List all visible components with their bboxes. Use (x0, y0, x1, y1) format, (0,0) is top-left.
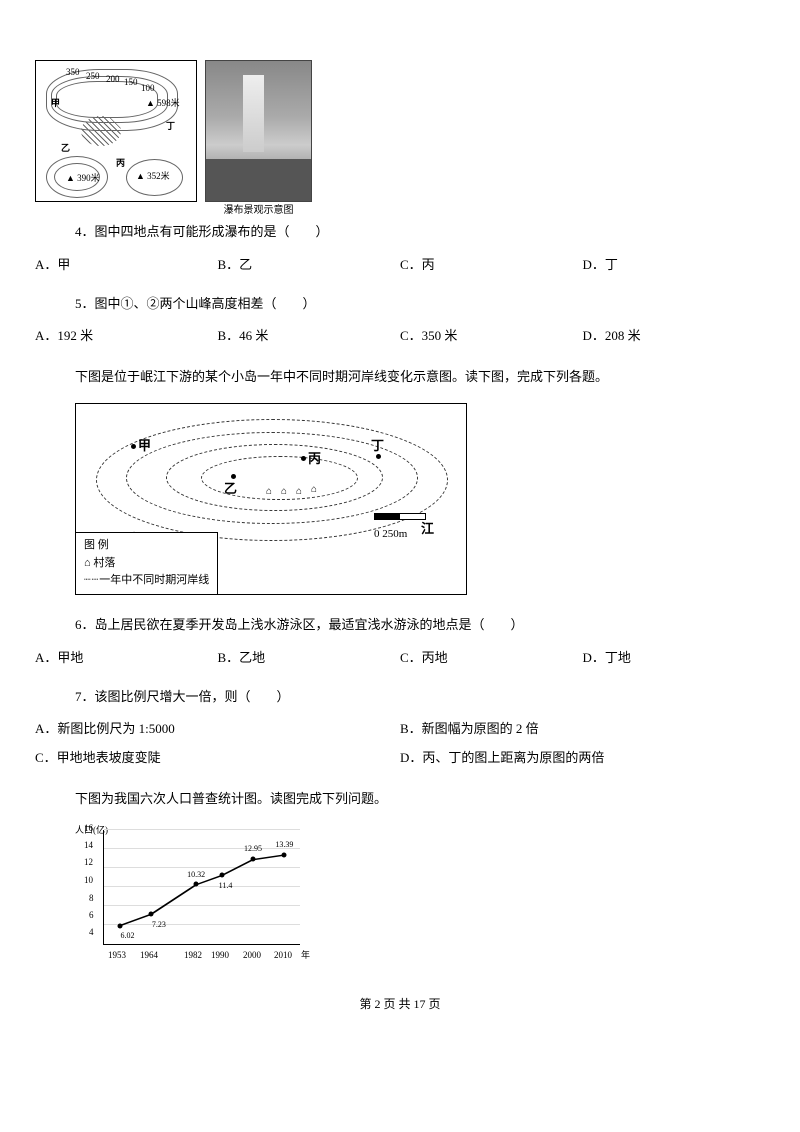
y-tick: 16 (84, 821, 93, 835)
y-tick: 6 (89, 908, 94, 922)
peak-label: ▲ 390米 (66, 171, 100, 185)
q4-option-b: B．乙 (218, 255, 401, 276)
legend-village: ⌂ 村落 (84, 555, 209, 573)
question-6: 6．岛上居民欲在夏季开发岛上浅水游泳区，最适宜浅水游泳的地点是（ ） (75, 615, 765, 636)
q7-options: A．新图比例尺为 1:5000 B．新图幅为原图的 2 倍 C．甲地地表坡度变陡… (35, 719, 765, 769)
point-jia: 甲 (51, 96, 60, 110)
point-yi: 乙 (61, 141, 70, 155)
population-chart: 人口(亿) 6.02 7.23 10.32 11.4 12.95 13.39 4… (75, 825, 305, 965)
data-label: 13.39 (275, 839, 293, 852)
data-point (250, 857, 255, 862)
q5-option-c: C．350 米 (400, 326, 583, 347)
data-label: 6.02 (121, 930, 135, 943)
q5-options: A．192 米 B．46 米 C．350 米 D．208 米 (35, 326, 765, 347)
x-tick: 1990 (211, 948, 229, 962)
y-tick: 12 (84, 855, 93, 869)
island-label-yi: 乙 (224, 479, 237, 500)
scale-bar: 0 250m (374, 509, 426, 544)
data-point (282, 852, 287, 857)
legend-title: 图 例 (84, 537, 209, 555)
data-point (219, 873, 224, 878)
x-tick: 1953 (108, 948, 126, 962)
point-bing: 丙 (116, 156, 125, 170)
island-map: 甲 乙 丙 丁 ⌂ ⌂ ⌂ ⌂ 岷 江 0 250m 图 例 ⌂ 村落 ┈┈一年… (75, 403, 467, 595)
question-4: 4．图中四地点有可能形成瀑布的是（ ） (75, 222, 765, 243)
data-label: 7.23 (152, 919, 166, 932)
data-label: 12.95 (244, 843, 262, 856)
waterfall-caption: 瀑布景观示意图 (206, 203, 311, 219)
elev-label: 150 (124, 75, 138, 89)
legend-shoreline: 一年中不同时期河岸线 (99, 574, 209, 586)
passage-3: 下图为我国六次人口普查统计图。读图完成下列问题。 (75, 789, 765, 810)
passage-2: 下图是位于岷江下游的某个小岛一年中不同时期河岸线变化示意图。读下图，完成下列各题… (75, 367, 765, 388)
q4-option-d: D．丁 (583, 255, 766, 276)
q4-option-c: C．丙 (400, 255, 583, 276)
q7-option-a: A．新图比例尺为 1:5000 (35, 719, 400, 740)
island-label-ding: 丁 (371, 436, 384, 457)
x-tick: 1964 (140, 948, 158, 962)
island-label-bing: 丙 (308, 449, 321, 470)
x-tick: 2000 (243, 948, 261, 962)
q4-options: A．甲 B．乙 C．丙 D．丁 (35, 255, 765, 276)
page-footer: 第 2 页 共 17 页 (35, 995, 765, 1014)
q6-option-c: C．丙地 (400, 648, 583, 669)
q7-option-b: B．新图幅为原图的 2 倍 (400, 719, 765, 740)
data-point (149, 912, 154, 917)
q6-option-d: D．丁地 (583, 648, 766, 669)
y-tick: 8 (89, 891, 94, 905)
q6-options: A．甲地 B．乙地 C．丙地 D．丁地 (35, 648, 765, 669)
question-5: 5．图中①、②两个山峰高度相差（ ） (75, 294, 765, 315)
house-icon: ⌂ (266, 484, 272, 500)
q6-option-a: A．甲地 (35, 648, 218, 669)
legend-box: 图 例 ⌂ 村落 ┈┈一年中不同时期河岸线 (76, 532, 218, 594)
house-icon: ⌂ (311, 482, 317, 498)
x-tick: 1982 (184, 948, 202, 962)
house-icon: ⌂ (296, 484, 302, 500)
point-ding: 丁 (166, 119, 175, 133)
q4-option-a: A．甲 (35, 255, 218, 276)
elev-label: 100 (141, 81, 155, 95)
y-tick: 14 (84, 838, 93, 852)
elev-label: 350 (66, 65, 80, 79)
q7-option-d: D．丙、丁的图上距离为原图的两倍 (400, 748, 765, 769)
y-tick: 4 (89, 925, 94, 939)
elev-label: 200 (106, 72, 120, 86)
y-tick: 10 (84, 873, 93, 887)
island-label-jia: 甲 (138, 436, 151, 457)
q5-option-d: D．208 米 (583, 326, 766, 347)
elev-label: 250 (86, 69, 100, 83)
data-label: 10.32 (187, 869, 205, 882)
x-tick: 2010 (274, 948, 292, 962)
data-label: 11.4 (219, 880, 233, 893)
peak-label: ▲ 352米 (136, 169, 170, 183)
data-point (194, 882, 199, 887)
x-axis-title: 年 (301, 948, 310, 962)
top-figure-row: 350 250 200 150 100 ▲ 598米 ▲ 390米 ▲ 352米… (35, 60, 765, 202)
q7-option-c: C．甲地地表坡度变陡 (35, 748, 400, 769)
waterfall-image: 瀑布景观示意图 (205, 60, 312, 202)
chart-area: 6.02 7.23 10.32 11.4 12.95 13.39 (103, 830, 300, 945)
question-7: 7．该图比例尺增大一倍，则（ ） (75, 687, 765, 708)
peak-label: ▲ 598米 (146, 96, 180, 110)
house-icon: ⌂ (281, 484, 287, 500)
data-point (117, 923, 122, 928)
scale-text: 0 250m (374, 526, 426, 544)
topographic-map: 350 250 200 150 100 ▲ 598米 ▲ 390米 ▲ 352米… (35, 60, 197, 202)
q5-option-b: B．46 米 (218, 326, 401, 347)
q5-option-a: A．192 米 (35, 326, 218, 347)
q6-option-b: B．乙地 (218, 648, 401, 669)
